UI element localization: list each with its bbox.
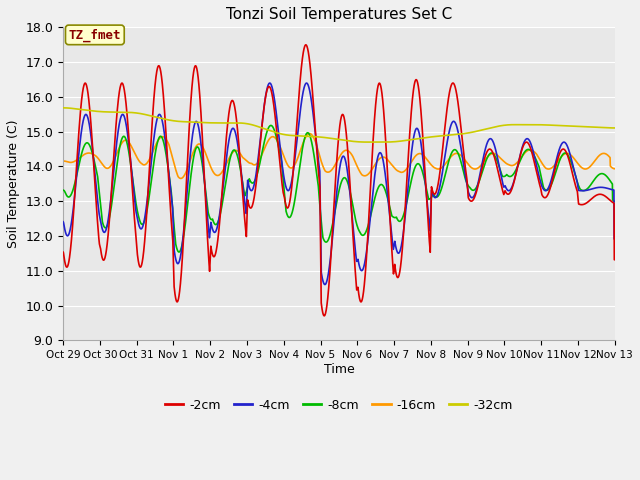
Title: Tonzi Soil Temperatures Set C: Tonzi Soil Temperatures Set C xyxy=(226,7,452,22)
Text: TZ_fmet: TZ_fmet xyxy=(68,28,121,42)
X-axis label: Time: Time xyxy=(323,363,355,376)
Y-axis label: Soil Temperature (C): Soil Temperature (C) xyxy=(7,120,20,248)
Legend: -2cm, -4cm, -8cm, -16cm, -32cm: -2cm, -4cm, -8cm, -16cm, -32cm xyxy=(160,394,518,417)
